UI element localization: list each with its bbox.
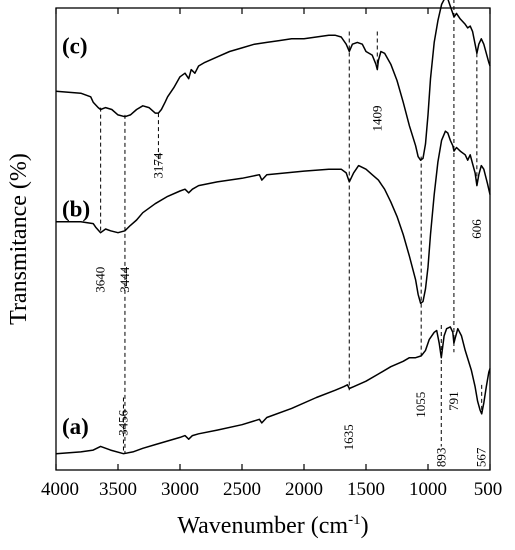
peak-labels: 3640 3444 3456 3174 1635 1409 1055 893 791 606 567 — [93, 106, 489, 468]
x-axis-title: Wavenumber (cm-1) — [177, 512, 368, 539]
peak-label: 1055 — [413, 392, 428, 418]
series-label: (b) — [62, 196, 90, 221]
peak-label: 1409 — [369, 106, 384, 132]
x-tick-label: 4000 — [41, 479, 79, 500]
peak-label: 3174 — [150, 152, 165, 179]
x-tick-label: 3500 — [99, 479, 137, 500]
plot-frame — [55, 7, 491, 471]
series-label: (a) — [62, 414, 89, 439]
series-labels: (a) (b) (c) — [62, 33, 90, 438]
peak-label: 893 — [433, 448, 448, 468]
peak-guides — [100, 0, 483, 454]
series-label: (c) — [62, 33, 88, 58]
x-tick-label: 2500 — [223, 479, 261, 500]
x-tick-label: 1500 — [347, 479, 385, 500]
x-axis-title-close: ) — [361, 513, 369, 539]
x-tick-label: 500 — [474, 479, 503, 500]
spectrum-line — [56, 130, 491, 305]
peak-label: 3444 — [117, 266, 132, 293]
x-tick-label: 2000 — [285, 479, 323, 500]
spectrum-line — [55, 326, 491, 455]
peak-label: 3640 — [93, 267, 108, 293]
spectrum-line — [55, 0, 491, 161]
x-axis-title-sup: -1 — [348, 512, 361, 528]
peak-label: 3456 — [115, 409, 130, 436]
spectra — [55, 0, 491, 455]
peak-label: 606 — [469, 219, 484, 239]
peak-label: 1635 — [341, 424, 356, 450]
peak-label: 791 — [446, 391, 461, 411]
x-tick-label: 1000 — [409, 479, 447, 500]
x-ticks: 4000 3500 3000 2500 2000 1500 1000 500 — [41, 8, 502, 500]
axes-frame — [55, 7, 491, 471]
x-tick-label: 3000 — [161, 479, 199, 500]
y-axis-title: Transmitance (%) — [6, 153, 32, 325]
peak-label: 567 — [474, 447, 489, 467]
x-axis-title-main: Wavenumber (cm — [177, 513, 348, 539]
